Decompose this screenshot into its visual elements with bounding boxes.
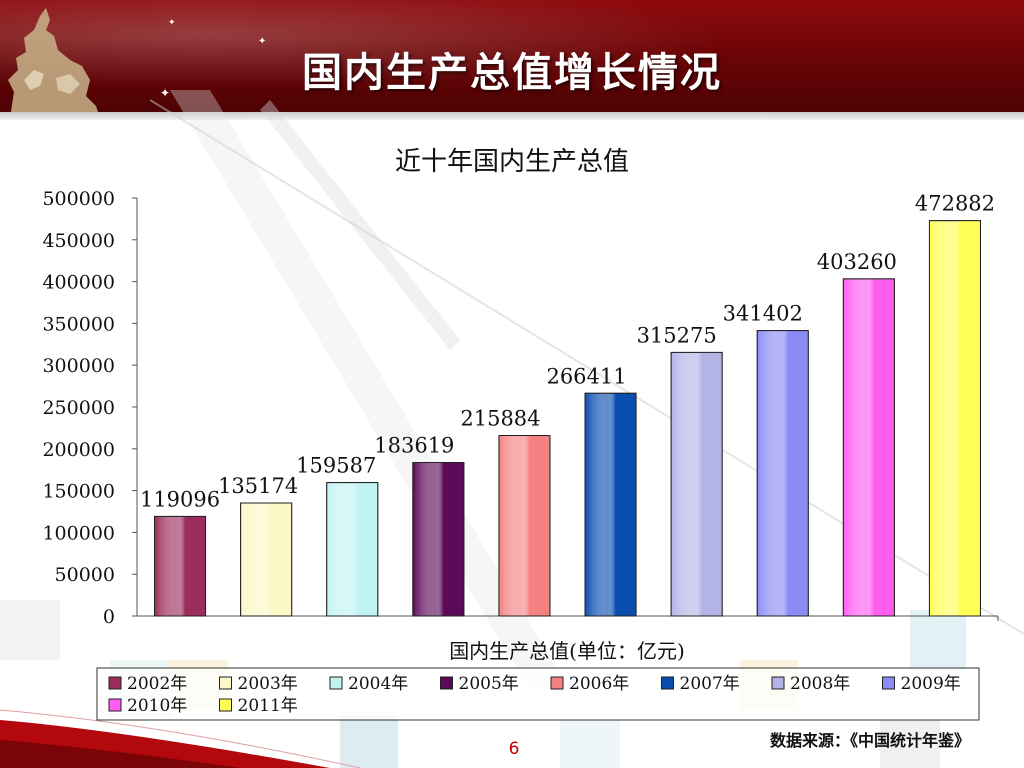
legend-label: 2006年	[569, 674, 629, 694]
bar-highlight	[670, 351, 723, 617]
legend-label: 2010年	[127, 696, 187, 716]
y-tick-label: 150000	[42, 481, 115, 503]
legend-swatch	[661, 676, 674, 690]
data-label: 135174	[218, 474, 298, 498]
bar-highlight	[584, 392, 637, 617]
bar-highlight	[928, 220, 981, 617]
legend-label: 2011年	[238, 696, 298, 716]
legend-label: 2005年	[459, 674, 519, 694]
legend-box	[96, 667, 980, 721]
legend-swatch	[219, 698, 232, 712]
legend-label: 2003年	[238, 674, 298, 694]
x-axis-label: 国内生产总值(单位：亿元)	[449, 639, 685, 663]
data-label: 159587	[296, 454, 376, 478]
legend-swatch	[882, 676, 895, 690]
background-streaks	[150, 90, 1024, 690]
bar-highlight	[412, 461, 465, 617]
legend-swatch	[550, 676, 564, 690]
data-label: 266411	[546, 364, 626, 388]
bar-series	[154, 220, 981, 617]
bar-highlight	[326, 482, 379, 617]
legend-label: 2009年	[901, 674, 961, 694]
y-tick-label: 250000	[42, 397, 115, 419]
legend-swatch	[219, 676, 232, 690]
data-label: 315275	[637, 323, 717, 347]
y-tick-label: 400000	[42, 272, 115, 294]
y-tick-label: 50000	[55, 564, 115, 586]
banner-divider	[0, 112, 1024, 120]
legend-label: 2007年	[680, 674, 740, 694]
chart-legend: 2002年 2003年 2004年 2005年 2006年 2007年 2008年 2009年…	[96, 667, 980, 721]
y-tick-label: 450000	[42, 230, 115, 252]
sparkle-icon: ✦	[160, 86, 171, 100]
data-label: 215884	[460, 407, 540, 431]
legend-swatch	[440, 676, 453, 690]
data-label: 472882	[915, 192, 995, 216]
bar-highlight	[498, 435, 551, 617]
y-tick-label: 200000	[42, 439, 115, 461]
y-tick-label: 500000	[42, 188, 115, 210]
sparkle-icon: ✦	[168, 18, 176, 28]
data-label: 341402	[723, 302, 803, 326]
legend-swatch	[108, 676, 122, 690]
chart-title: 近十年国内生产总值	[395, 147, 629, 177]
page-number: 6	[508, 739, 520, 759]
goat-statue-icon	[8, 8, 100, 118]
data-label: 119096	[140, 487, 220, 511]
y-tick-label: 0	[103, 606, 115, 628]
bottom-decoration	[0, 709, 361, 768]
data-label: 183619	[374, 433, 454, 457]
legend-label: 2002年	[127, 674, 187, 694]
legend-swatch	[108, 698, 122, 712]
banner-highlight	[0, 0, 1024, 118]
data-source-note: 数据来源：《中国统计年鉴》	[769, 731, 970, 750]
title-banner: ✦ ✦ ✦ 国内生产总值增长情况	[0, 0, 1024, 118]
legend-swatch	[771, 676, 785, 690]
legend-swatch	[329, 676, 343, 690]
bar-highlight	[756, 330, 809, 617]
legend-label: 2004年	[348, 674, 408, 694]
y-tick-label: 350000	[42, 313, 115, 335]
y-tick-label: 100000	[42, 522, 115, 544]
sparkle-icon: ✦	[258, 36, 267, 47]
bar-highlight	[154, 515, 207, 617]
bar-highlight	[842, 278, 895, 617]
slide-title: 国内生产总值增长情况	[302, 50, 722, 96]
y-tick-label: 300000	[42, 355, 115, 377]
data-label: 403260	[817, 250, 897, 274]
bar-highlight	[240, 502, 293, 617]
legend-label: 2008年	[790, 674, 850, 694]
